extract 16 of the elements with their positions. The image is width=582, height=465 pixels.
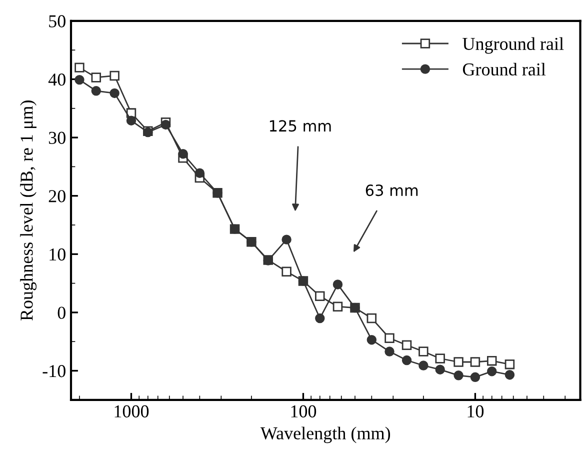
y-tick-label: 0: [58, 306, 66, 319]
legend-label: Unground rail: [462, 37, 564, 54]
y-tick-label: -10: [42, 365, 66, 378]
x-tick-label: 100: [291, 405, 316, 418]
y-tick-label: 40: [48, 73, 66, 86]
y-axis-title: Roughness level (dB, re 1 μm): [20, 100, 37, 321]
y-tick-label: 50: [49, 15, 66, 28]
x-tick-label: 10: [468, 405, 484, 418]
x-tick-label: 1000: [114, 405, 149, 418]
x-axis-title: Wavelength (mm): [260, 426, 390, 444]
y-tick-label: 30: [48, 132, 66, 144]
y-tick-label: 20: [48, 190, 66, 202]
y-tick-label: 10: [50, 248, 66, 261]
legend-label: Ground rail: [462, 62, 546, 76]
annotation: 125 mm: [270, 120, 331, 132]
annotation: 63 mm: [366, 184, 418, 196]
